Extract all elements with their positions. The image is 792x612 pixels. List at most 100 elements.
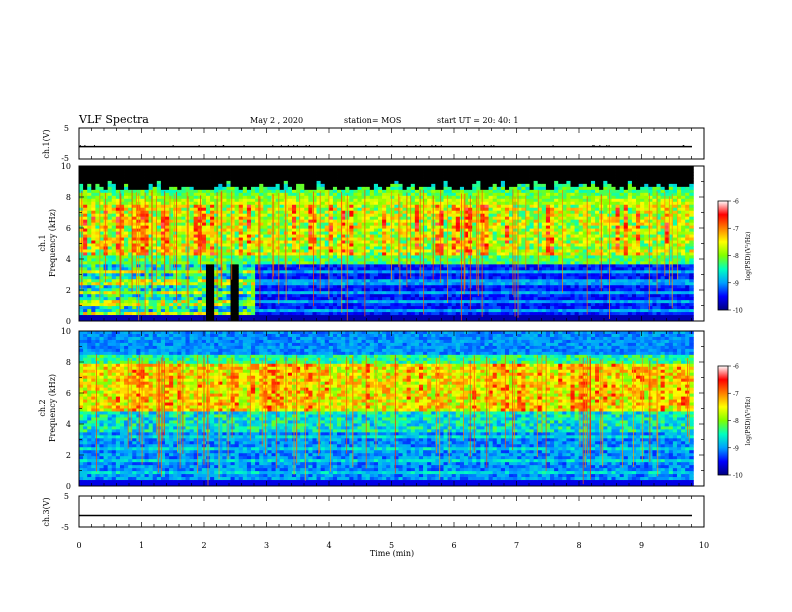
spectrogram-cell xyxy=(205,222,211,227)
spectrogram-cell xyxy=(205,183,211,188)
spectrogram-cell xyxy=(165,183,170,188)
spectrogram-cell xyxy=(361,171,367,176)
spectrogram-cell xyxy=(357,306,363,310)
spectrogram-cell xyxy=(337,249,342,253)
spectrogram-cell xyxy=(308,276,313,280)
spectrogram-cell xyxy=(107,192,113,197)
spectrogram-cell xyxy=(308,243,313,247)
spectrogram-cell xyxy=(91,252,96,256)
spectrogram-cell xyxy=(242,270,248,274)
spectrogram-cell xyxy=(312,267,317,271)
spectrogram-cell xyxy=(177,201,182,206)
spectrogram-cell xyxy=(304,297,309,301)
spectrogram-cell xyxy=(255,189,260,194)
spectrogram-cell xyxy=(87,288,92,292)
spectrogram-cell xyxy=(234,261,240,265)
spectrogram-cell xyxy=(316,168,322,173)
spectrogram-cell xyxy=(181,174,186,179)
spectrogram-cell xyxy=(353,219,358,224)
spectrogram-cell xyxy=(128,249,133,253)
spectrogram-cell xyxy=(263,207,268,212)
spectrogram-cell xyxy=(119,273,125,277)
spectrogram-cell xyxy=(218,270,223,274)
spectrogram-cell xyxy=(312,318,317,322)
spectrogram-cell xyxy=(423,177,428,182)
spectrogram-cell xyxy=(160,177,166,182)
spectrogram-cell xyxy=(177,168,182,173)
spectrogram-cell xyxy=(214,237,219,241)
spectrogram-cell xyxy=(124,249,129,253)
spectrogram-cell xyxy=(242,174,248,179)
spectrogram-cell xyxy=(83,312,88,316)
spectrogram-cell xyxy=(230,297,236,301)
spectrogram-cell xyxy=(291,198,297,203)
spectrogram-cell xyxy=(365,210,371,215)
spectrogram-cell xyxy=(177,204,182,209)
spectrogram-cell xyxy=(263,195,268,200)
spectrogram-cell xyxy=(205,315,211,319)
spectrogram-cell xyxy=(414,166,420,170)
spectrogram-cell xyxy=(189,288,195,292)
spectrogram-cell xyxy=(296,261,301,265)
spectrogram-cell xyxy=(226,186,231,191)
spectrogram-cell xyxy=(267,171,272,176)
spectrogram-cell xyxy=(238,228,244,232)
spectrogram-cell xyxy=(214,276,219,280)
spectrogram-cell xyxy=(324,312,330,316)
spectrogram-cell xyxy=(287,201,293,206)
spectrogram-cell xyxy=(316,258,322,262)
spectrogram-cell xyxy=(259,166,264,170)
spectrogram-cell xyxy=(173,279,178,283)
spectrogram-cell xyxy=(410,186,416,191)
spectrogram-cell xyxy=(259,186,264,191)
spectrogram-cell xyxy=(357,192,363,197)
spectrogram-cell xyxy=(435,249,440,253)
spectrogram-cell xyxy=(165,258,170,262)
spectrogram-cell xyxy=(214,177,219,182)
spectrogram-cell xyxy=(148,312,154,316)
spectrogram-cell xyxy=(402,166,408,170)
spectrogram-cell xyxy=(320,183,326,188)
spectrogram-cell xyxy=(132,234,137,238)
spectrogram-cell xyxy=(205,237,211,241)
spectrogram-cell xyxy=(107,279,113,283)
spectrogram-cell xyxy=(246,171,252,176)
spectrogram-cell xyxy=(152,240,158,244)
spectrogram-cell xyxy=(337,264,342,268)
spectrogram-cell xyxy=(222,174,227,179)
spectrogram-cell xyxy=(320,282,326,286)
spectrogram-cell xyxy=(234,234,240,238)
spectrogram-cell xyxy=(255,276,260,280)
spectrogram-cell xyxy=(103,166,109,170)
spectrogram-cell xyxy=(87,171,92,176)
spectrogram-cell xyxy=(332,171,338,176)
spectrogram-cell xyxy=(341,216,346,221)
spectrogram-cell xyxy=(83,168,88,173)
spectrogram-cell xyxy=(271,288,276,292)
spectrogram-cell xyxy=(386,315,391,319)
spectrogram-cell xyxy=(365,294,371,298)
spectrogram-cell xyxy=(328,291,334,295)
spectrogram-cell xyxy=(279,252,285,256)
spectrogram-cell xyxy=(439,228,444,232)
spectrogram-cell xyxy=(140,240,145,244)
spectrogram-cell xyxy=(238,300,244,304)
spectrogram-cell xyxy=(332,315,338,319)
spectrogram-cell xyxy=(349,189,354,194)
spectrogram-cell xyxy=(291,201,297,206)
spectrogram-cell xyxy=(382,166,387,170)
spectrogram-cell xyxy=(402,246,408,250)
spectrogram-cell xyxy=(418,306,424,310)
spectrogram-cell xyxy=(226,192,231,197)
spectrogram-cell xyxy=(279,198,285,203)
spectrogram-cell xyxy=(312,294,317,298)
spectrogram-cell xyxy=(234,183,240,188)
spectrogram-cell xyxy=(341,171,346,176)
spectrogram-cell xyxy=(189,255,195,259)
spectrogram-cell xyxy=(414,276,420,280)
spectrogram-cell xyxy=(263,189,268,194)
spectrogram-cell xyxy=(382,270,387,274)
spectrogram-cell xyxy=(410,246,416,250)
spectrogram-cell xyxy=(214,246,219,250)
spectrogram-cell xyxy=(443,183,449,188)
